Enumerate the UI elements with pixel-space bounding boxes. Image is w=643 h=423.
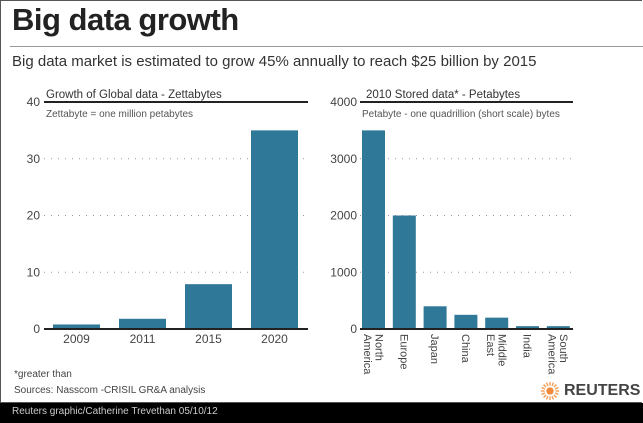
sources: Sources: Nasscom -CRISIL GR&A analysis (14, 385, 206, 396)
logo-ray (545, 395, 549, 400)
bar (392, 215, 416, 329)
logo-ray (541, 392, 546, 396)
footer-bar (0, 403, 643, 423)
frame (0, 0, 642, 403)
bar (454, 314, 478, 329)
bar (119, 318, 166, 329)
y-tick-label: 20 (27, 209, 41, 223)
bar (251, 130, 298, 329)
logo-ray (545, 382, 549, 387)
x-tick-label: MiddleEast (484, 334, 508, 366)
x-tick-label: Japan (428, 334, 440, 364)
logo-text: REUTERS (564, 382, 641, 399)
logo-ray (553, 384, 557, 388)
y-tick-label: 10 (27, 265, 41, 279)
page-title: Big data growth (12, 2, 239, 37)
bar (546, 326, 570, 329)
x-tick-line: America (546, 334, 558, 375)
logo-ray (554, 392, 559, 396)
chart-note: Petabyte - one quadrillion (short scale)… (362, 109, 560, 120)
y-tick-label: 0 (350, 322, 357, 336)
x-tick-label: 2015 (195, 332, 222, 346)
reuters-logo: REUTERS (540, 381, 640, 401)
bar (485, 317, 509, 329)
logo-ray (553, 394, 557, 398)
x-tick-line: India (521, 334, 533, 359)
chart-note: Zettabyte = one million petabytes (46, 109, 193, 120)
y-tick-label: 40 (27, 95, 41, 109)
title-divider (10, 46, 643, 47)
x-tick-line: Europe (397, 334, 409, 369)
y-tick-label: 3000 (330, 152, 357, 166)
x-tick-line: South (557, 334, 569, 363)
y-tick-label: 2000 (330, 209, 357, 223)
y-tick-label: 0 (33, 322, 40, 336)
bar (516, 326, 539, 329)
bar (423, 306, 447, 329)
logo-ray (551, 395, 555, 400)
bar (53, 324, 100, 329)
x-tick-label: 2009 (63, 332, 90, 346)
bar (362, 130, 385, 329)
x-tick-label: SouthAmerica (546, 334, 570, 375)
x-tick-label: India (521, 334, 533, 359)
reuters-sun-icon (540, 381, 560, 401)
x-tick-label: NorthAmerica (361, 334, 385, 375)
logo-ray (554, 386, 559, 390)
chart-1: Growth of Global data - Zettabytes Zettab… (27, 89, 308, 346)
chart-title: 2010 Stored data* - Petabytes (366, 89, 520, 101)
footnote: *greater than (14, 369, 72, 380)
logo-ray (551, 382, 555, 387)
y-tick-label: 30 (27, 152, 41, 166)
x-tick-label: 2020 (261, 332, 288, 346)
y-tick-label: 1000 (330, 265, 357, 279)
chart-title: Growth of Global data - Zettabytes (46, 89, 222, 101)
x-tick-label: China (459, 334, 471, 364)
logo-ray (543, 394, 547, 398)
bar (185, 284, 232, 329)
subtitle: Big data market is estimated to grow 45%… (12, 53, 537, 70)
chart-2: 2010 Stored data* - Petabytes Petabyte - … (330, 89, 573, 375)
x-tick-line: Japan (428, 334, 440, 364)
y-tick-label: 4000 (330, 95, 357, 109)
x-tick-label: 2011 (130, 332, 156, 346)
logo-ray (543, 384, 547, 388)
x-tick-line: North (372, 334, 384, 361)
credit: Reuters graphic/Catherine Trevethan 05/1… (12, 406, 218, 417)
x-tick-line: East (484, 334, 496, 356)
logo-ray (541, 386, 546, 390)
x-tick-label: Europe (397, 334, 409, 369)
x-tick-line: China (459, 334, 471, 364)
x-tick-line: Middle (495, 334, 507, 366)
x-tick-line: America (361, 334, 373, 375)
